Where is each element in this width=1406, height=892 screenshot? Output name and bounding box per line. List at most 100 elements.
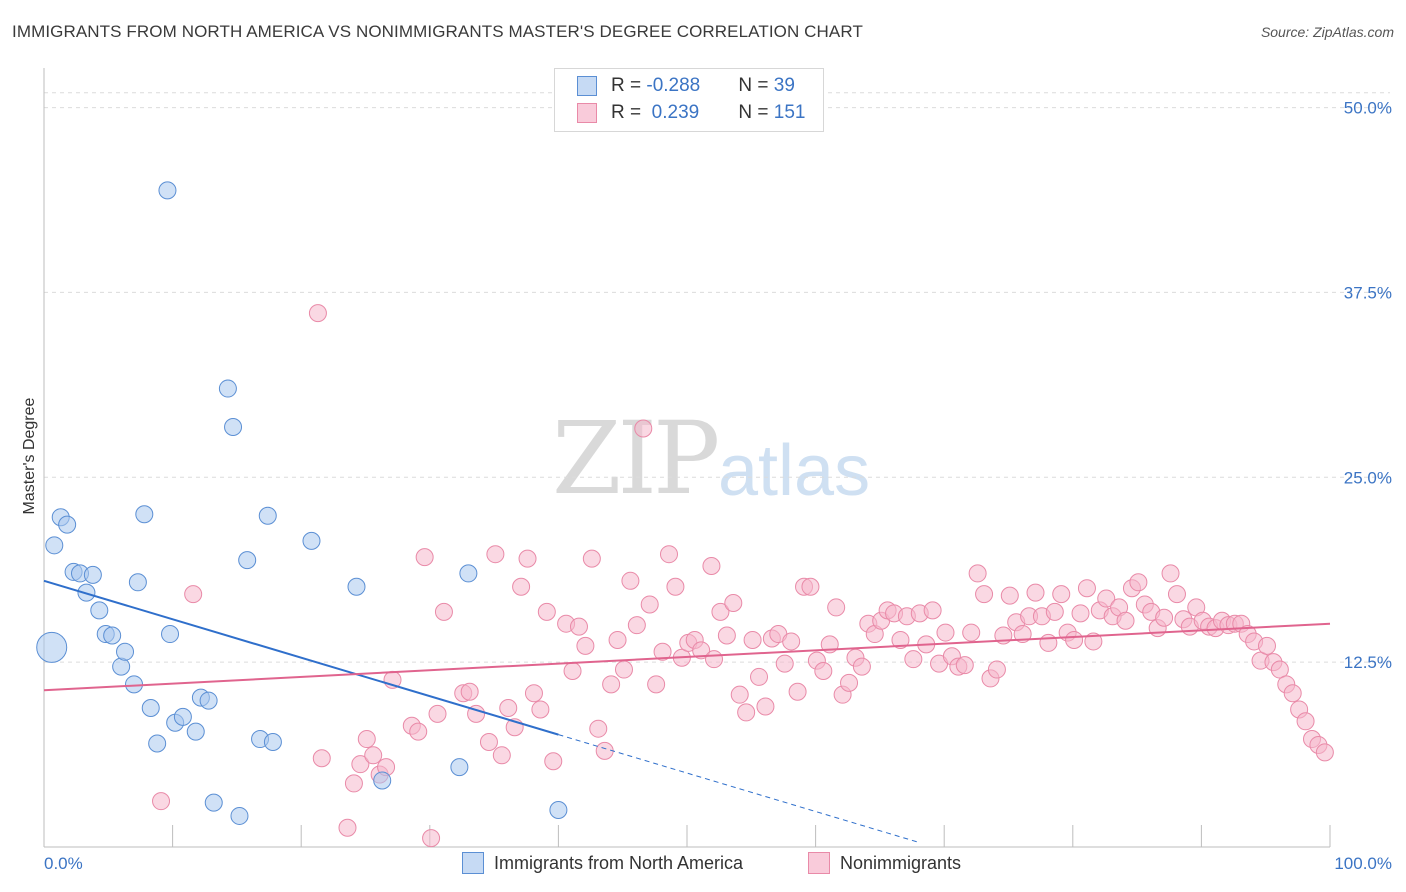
chart-title: IMMIGRANTS FROM NORTH AMERICA VS NONIMMI… <box>12 22 863 41</box>
data-point <box>923 601 942 620</box>
data-point <box>634 419 653 438</box>
data-point <box>1000 586 1019 605</box>
data-point <box>1052 585 1071 604</box>
data-point <box>518 549 537 568</box>
bottom-legend-label-blue: Immigrants from North America <box>494 852 744 873</box>
data-point <box>647 675 666 694</box>
data-point <box>962 623 981 642</box>
data-point <box>666 577 685 596</box>
data-point <box>756 697 775 716</box>
data-point <box>975 585 994 604</box>
data-point <box>563 662 582 681</box>
data-point <box>614 660 633 679</box>
data-point <box>711 602 730 621</box>
data-point <box>1013 625 1032 644</box>
data-point <box>891 630 910 649</box>
data-point <box>230 806 249 825</box>
data-point <box>852 657 871 676</box>
data-point <box>702 557 721 576</box>
legend-n-value: 39 <box>773 75 795 96</box>
data-point <box>238 551 257 570</box>
legend-row-pink: R = 0.239 N = 151 <box>577 101 805 125</box>
data-point <box>45 536 64 555</box>
data-point <box>112 657 131 676</box>
data-point <box>204 793 223 812</box>
data-point <box>814 662 833 681</box>
grid-lines <box>44 92 1390 663</box>
data-point <box>135 505 154 524</box>
legend-r-value: -0.288 <box>646 75 701 96</box>
data-point <box>782 632 801 651</box>
data-point <box>422 829 441 848</box>
data-point <box>705 650 724 669</box>
correlation-legend: R = -0.288 N = 39 R = 0.239 N = 151 <box>554 68 824 132</box>
legend-row-blue: R = -0.288 N = 39 <box>577 74 795 98</box>
data-point <box>621 571 640 590</box>
data-point <box>1257 636 1276 655</box>
bottom-legend-label-pink: Nonimmigrants <box>840 852 962 873</box>
trend-line-pink <box>43 622 1331 692</box>
data-point <box>409 722 428 741</box>
data-point <box>788 682 807 701</box>
data-point <box>158 181 177 200</box>
data-point <box>544 752 563 771</box>
data-point <box>627 616 646 635</box>
data-point <box>659 545 678 564</box>
axes <box>43 68 1331 848</box>
data-point <box>479 733 498 752</box>
x-tick-label: 100.0% <box>1334 854 1392 873</box>
data-point <box>1026 583 1045 602</box>
y-axis-label: Master's Degree <box>21 397 38 514</box>
data-point <box>218 379 237 398</box>
legend-swatch-pink <box>577 103 597 123</box>
watermark-atlas: atlas <box>718 431 871 511</box>
data-point <box>512 577 531 596</box>
data-point <box>576 636 595 655</box>
data-point <box>524 684 543 703</box>
data-point <box>1071 604 1090 623</box>
data-point <box>1045 602 1064 621</box>
data-point <box>460 682 479 701</box>
data-point <box>987 660 1006 679</box>
data-point <box>1116 611 1135 630</box>
legend-r-label: R = <box>611 75 647 96</box>
trend-line-blue <box>43 579 559 736</box>
data-point <box>904 650 923 669</box>
y-tick-label: 37.5% <box>1344 283 1392 302</box>
legend-r-label: R = <box>611 102 647 123</box>
data-point <box>840 673 859 692</box>
data-point <box>750 667 769 686</box>
data-point <box>199 691 218 710</box>
data-point <box>827 598 846 617</box>
data-point <box>173 707 192 726</box>
data-point <box>1077 579 1096 598</box>
data-point <box>602 675 621 694</box>
data-point <box>775 654 794 673</box>
data-point <box>258 506 277 525</box>
data-point <box>415 548 434 567</box>
legend-r-value: 0.239 <box>646 102 700 123</box>
data-point <box>531 700 550 719</box>
data-point <box>589 719 608 738</box>
data-point <box>224 418 243 437</box>
data-point <box>743 630 762 649</box>
source-label: Source: ZipAtlas.com <box>1260 24 1394 40</box>
data-point <box>428 704 447 723</box>
data-point <box>486 545 505 564</box>
data-point <box>968 564 987 583</box>
data-point <box>1296 712 1315 731</box>
axis-labels: 12.5% 25.0% 37.5% 50.0% 0.0% 100.0% Master's D… <box>21 99 1392 873</box>
data-point <box>83 565 102 584</box>
data-point <box>1065 630 1084 649</box>
y-tick-label: 25.0% <box>1344 468 1392 487</box>
data-point <box>653 642 672 661</box>
bottom-legend-blue: Immigrants from North America <box>462 852 743 874</box>
series-immigrants-north-america <box>36 181 568 825</box>
bottom-legend-swatch-blue <box>462 852 484 874</box>
data-point <box>434 602 453 621</box>
data-point <box>186 722 205 741</box>
data-point <box>36 631 68 663</box>
data-point <box>351 755 370 774</box>
data-point <box>608 630 627 649</box>
bottom-legend-swatch-pink <box>808 852 830 874</box>
